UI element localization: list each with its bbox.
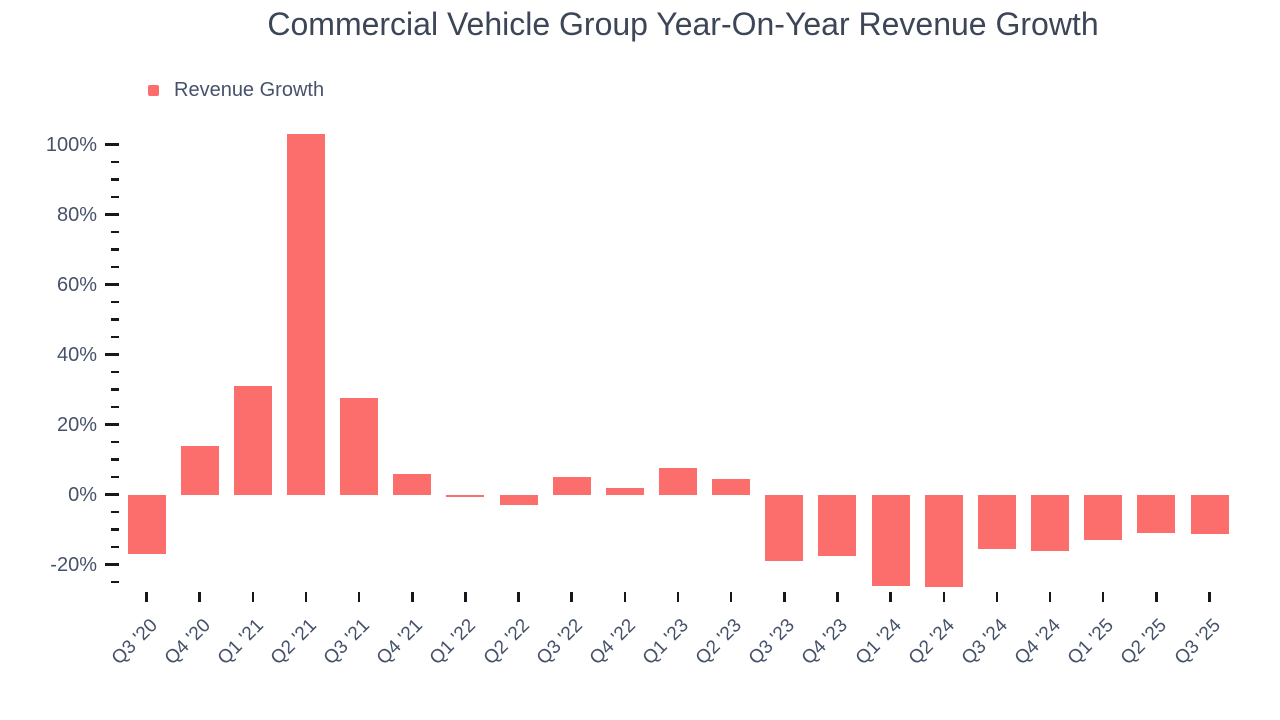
bar-q2-21	[286, 134, 325, 495]
bar-q1-22	[446, 494, 485, 497]
bar-q1-24	[871, 494, 910, 586]
bar-q2-22	[499, 494, 538, 505]
x-axis-tick-q1-24	[889, 592, 892, 602]
y-axis-major-tick	[105, 213, 119, 216]
x-axis-tick-q2-23	[729, 592, 733, 602]
y-axis-label-20: -20%	[50, 553, 97, 576]
y-axis-minor-tick	[111, 388, 119, 391]
y-axis-minor-tick	[111, 475, 119, 479]
y-axis-major-tick	[105, 423, 119, 426]
y-axis-minor-tick	[111, 195, 119, 199]
y-axis-label-60: 60%	[56, 273, 97, 296]
y-axis-minor-tick	[111, 178, 119, 181]
bar-q2-24	[924, 494, 963, 588]
bar-q3-22	[552, 477, 591, 495]
y-axis-minor-tick	[111, 335, 119, 339]
y-axis-minor-tick	[111, 545, 119, 549]
y-axis-major-tick	[105, 563, 119, 566]
y-axis-minor-tick	[111, 528, 119, 531]
legend: Revenue Growth	[148, 79, 324, 101]
x-axis-tick-q3-25	[1208, 592, 1211, 602]
x-axis-tick-q3-22	[570, 592, 573, 602]
y-axis-minor-tick	[111, 440, 119, 444]
bar-q2-25	[1137, 494, 1176, 533]
y-axis-minor-tick	[111, 318, 119, 321]
x-axis-tick-q2-25	[1155, 592, 1158, 602]
bar-q3-24	[977, 494, 1016, 549]
bar-q4-23	[818, 494, 857, 556]
y-axis-label-0: 0%	[68, 483, 97, 506]
y-axis-minor-tick	[111, 230, 119, 234]
y-axis-label-20: 20%	[56, 413, 97, 436]
y-axis-major-tick	[105, 493, 119, 496]
bar-q3-20	[127, 494, 166, 554]
bar-q1-23	[659, 468, 697, 495]
y-axis-minor-tick	[111, 405, 119, 409]
x-axis-tick-q3-21	[357, 592, 361, 602]
y-axis-minor-tick	[111, 160, 119, 164]
bar-q3-21	[340, 398, 379, 495]
y-axis-major-tick	[105, 143, 119, 146]
bar-q4-22	[605, 487, 644, 495]
y-axis-minor-tick	[111, 300, 119, 304]
bar-q1-25	[1084, 494, 1123, 540]
legend-label: Revenue Growth	[174, 79, 325, 101]
y-axis-minor-tick	[111, 580, 119, 584]
y-axis-minor-tick	[111, 370, 119, 374]
x-axis-tick-q4-23	[836, 592, 839, 602]
bar-q2-23	[712, 478, 751, 495]
x-axis-tick-q1-23	[676, 592, 680, 602]
x-axis-tick-q4-20	[198, 592, 201, 602]
chart-title: Commercial Vehicle Group Year-On-Year Re…	[267, 6, 1099, 42]
x-axis-tick-q1-22	[464, 592, 467, 602]
x-axis-tick-q3-20	[145, 592, 148, 602]
x-axis-tick-q2-22	[517, 592, 520, 602]
x-axis-tick-q4-24	[1048, 592, 1052, 602]
x-axis-tick-q2-24	[942, 592, 945, 602]
y-axis-label-80: 80%	[56, 203, 97, 226]
y-axis-minor-tick	[111, 265, 119, 269]
x-axis-tick-q4-21	[411, 592, 414, 602]
y-axis-major-tick	[105, 353, 119, 356]
bar-q3-25	[1190, 494, 1229, 535]
x-axis-tick-q1-25	[1101, 592, 1105, 602]
x-axis-tick-q3-23	[783, 592, 786, 602]
bar-q4-21	[393, 473, 432, 495]
legend-swatch	[148, 84, 159, 96]
y-axis-major-tick	[105, 283, 119, 286]
bar-q4-20	[180, 445, 219, 495]
x-axis-tick-q1-21	[251, 592, 255, 602]
y-axis-minor-tick	[111, 510, 119, 514]
y-axis-minor-tick	[111, 248, 119, 251]
x-axis-tick-q3-24	[995, 592, 999, 602]
bar-q1-21	[233, 386, 272, 495]
y-axis-label-40: 40%	[56, 343, 97, 366]
bar-q3-23	[765, 494, 804, 561]
y-axis-label-100: 100%	[45, 133, 97, 156]
x-axis-tick-q4-22	[623, 592, 627, 602]
x-axis-tick-q2-21	[304, 592, 308, 602]
bar-q4-24	[1031, 494, 1070, 551]
y-axis-minor-tick	[111, 458, 119, 461]
